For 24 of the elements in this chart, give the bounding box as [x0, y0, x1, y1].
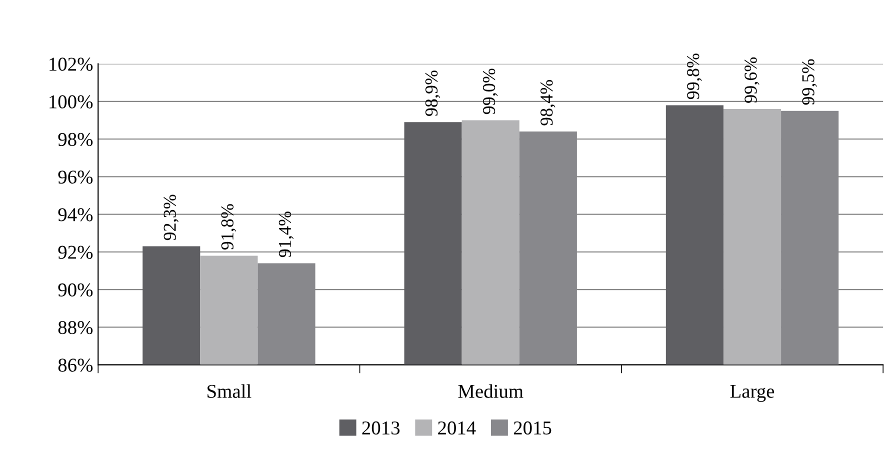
legend-label: 2014: [438, 421, 476, 435]
data-label: 91,4%: [278, 212, 294, 258]
data-label: 99,6%: [744, 57, 760, 103]
x-tick-label: Large: [730, 384, 774, 402]
data-label: 98,4%: [540, 80, 556, 126]
data-label: 92,3%: [164, 194, 178, 240]
y-tick-label: 98%: [58, 132, 93, 146]
y-tick-label: 92%: [58, 246, 93, 259]
y-tick-label: 94%: [58, 208, 93, 222]
y-tick-label: 96%: [58, 170, 93, 184]
legend-label: 2013: [362, 421, 400, 435]
x-tick-label: Medium: [458, 384, 524, 398]
data-label: 91,8%: [221, 204, 236, 250]
data-label: 99,5%: [802, 59, 817, 105]
y-tick-label: 102%: [50, 58, 93, 71]
y-tick-label: 90%: [58, 283, 93, 297]
data-label: 99,8%: [687, 54, 702, 100]
data-label: 98,9%: [425, 70, 440, 116]
y-tick-label: 88%: [58, 320, 93, 334]
data-label: 99,0%: [482, 68, 498, 114]
y-tick-label: 100%: [50, 95, 93, 108]
legend-label: 2015: [514, 421, 552, 435]
x-tick-label: Small: [208, 384, 252, 398]
y-tick-label: 86%: [58, 358, 93, 372]
